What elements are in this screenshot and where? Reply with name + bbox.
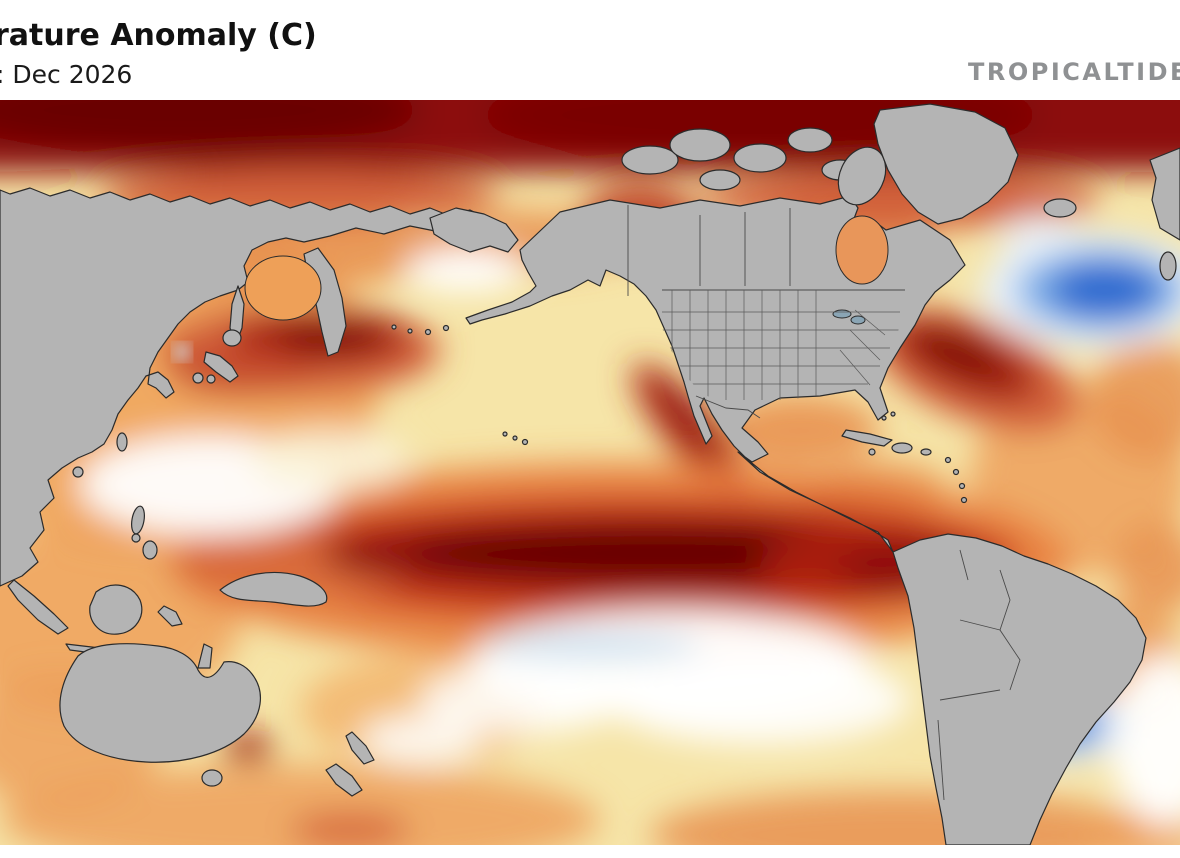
land-sulawesi bbox=[157, 605, 183, 627]
land-kyushu bbox=[192, 372, 204, 384]
header: rature Anomaly (C) : Dec 2026 TROPICALTI… bbox=[0, 0, 1180, 100]
land-scandinavia-edge bbox=[1149, 147, 1180, 241]
land-puerto-rico bbox=[920, 448, 932, 456]
land-hawaii bbox=[502, 431, 508, 437]
hudson-bay bbox=[835, 215, 889, 285]
us-state-lines bbox=[662, 290, 900, 400]
land-visayas bbox=[131, 533, 141, 543]
page-title: rature Anomaly (C) bbox=[0, 18, 317, 53]
watermark-tropicaltidbits: TROPICALTIDE bbox=[968, 58, 1180, 86]
land-baffin bbox=[837, 146, 887, 206]
inland-water bbox=[244, 215, 889, 325]
land-tasmania bbox=[201, 769, 223, 787]
land-borneo bbox=[89, 584, 143, 635]
land-cape-york bbox=[197, 643, 213, 669]
land-jamaica bbox=[868, 448, 876, 456]
anomaly-detail bbox=[174, 344, 190, 360]
sst-anomaly-map bbox=[0, 100, 1180, 845]
land-taiwan bbox=[116, 432, 128, 452]
land-north-america bbox=[465, 195, 966, 553]
land-iceland bbox=[1043, 198, 1077, 218]
land-shikoku bbox=[206, 374, 216, 384]
land-honshu bbox=[203, 351, 239, 383]
country-borders bbox=[627, 205, 1021, 801]
land-australia bbox=[59, 643, 261, 763]
land-nz-north bbox=[345, 731, 375, 765]
sst-anomaly-map-svg bbox=[0, 100, 1180, 845]
land-mindanao bbox=[142, 540, 158, 560]
land-south-america bbox=[892, 533, 1147, 845]
land-chukotka bbox=[429, 207, 519, 253]
land-britain-edge bbox=[1159, 251, 1177, 281]
colorbar-strip bbox=[0, 845, 1180, 858]
land-greenland bbox=[873, 103, 1019, 225]
land-sumatra bbox=[7, 579, 69, 635]
land-hokkaido bbox=[222, 329, 242, 347]
great-lakes bbox=[832, 309, 852, 319]
land-hainan bbox=[72, 466, 84, 478]
land-asia-main bbox=[0, 187, 517, 587]
land-cuba bbox=[841, 429, 893, 447]
land-new-guinea bbox=[219, 571, 328, 607]
land-nz-south bbox=[325, 763, 363, 797]
land-hispaniola bbox=[891, 442, 913, 454]
landmasses bbox=[0, 103, 1180, 845]
valid-date-label: : Dec 2026 bbox=[0, 60, 133, 89]
sea-of-okhotsk bbox=[244, 255, 322, 321]
